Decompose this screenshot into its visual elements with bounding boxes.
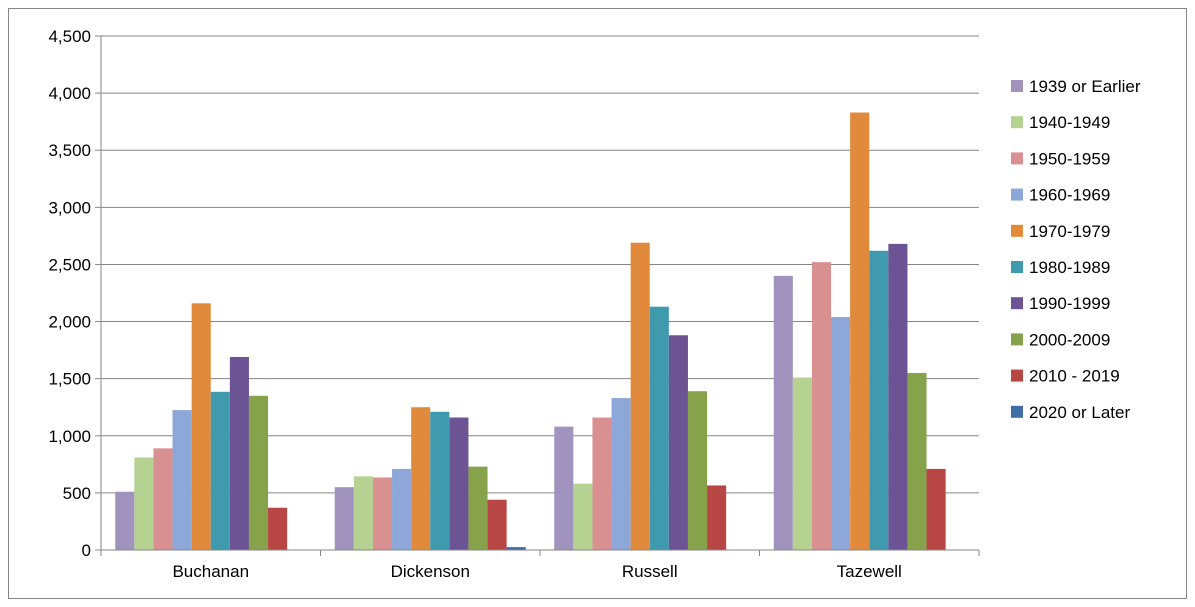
chart-frame: 0 500 1,000 1,500 2,000 2,500 3,000 3,500 4,000 4… — [8, 8, 1187, 599]
legend-label: 2020 or Later — [1029, 403, 1130, 422]
x-tick-label: Dickenson — [391, 562, 470, 581]
bars — [115, 113, 965, 550]
legend-swatch — [1011, 406, 1023, 418]
legend-swatch — [1011, 116, 1023, 128]
bar — [268, 508, 287, 550]
legend: 1939 or Earlier 1940-1949 1950-1959 1960-19… — [1011, 77, 1141, 422]
y-tick-label: 4,000 — [48, 84, 91, 103]
bar — [211, 392, 230, 550]
legend-label: 1939 or Earlier — [1029, 77, 1141, 96]
legend-swatch — [1011, 333, 1023, 345]
y-tick-label: 3,500 — [48, 141, 91, 160]
bar — [554, 427, 573, 550]
bar — [449, 418, 468, 550]
bar — [927, 469, 946, 550]
x-tick-label: Tazewell — [837, 562, 902, 581]
x-tick-label: Buchanan — [172, 562, 249, 581]
bar — [669, 335, 688, 550]
legend-label: 1940-1949 — [1029, 113, 1110, 132]
y-tick-label: 1,000 — [48, 427, 91, 446]
bar — [573, 484, 592, 550]
bar — [793, 378, 812, 550]
legend-label: 1960-1969 — [1029, 186, 1110, 205]
y-tick-label: 4,500 — [48, 27, 91, 46]
bar — [354, 476, 373, 550]
bar — [688, 391, 707, 550]
legend-swatch — [1011, 370, 1023, 382]
legend-swatch — [1011, 152, 1023, 164]
legend-label: 1980-1989 — [1029, 258, 1110, 277]
bar — [411, 407, 430, 550]
y-tick-label: 2,500 — [48, 255, 91, 274]
legend-swatch — [1011, 225, 1023, 237]
legend-swatch — [1011, 189, 1023, 201]
y-tick-label: 500 — [63, 484, 91, 503]
bar — [488, 500, 507, 550]
bar — [850, 113, 869, 550]
chart-svg: 0 500 1,000 1,500 2,000 2,500 3,000 3,500 4,000 4… — [9, 9, 1188, 600]
bar — [335, 487, 354, 550]
bar — [468, 467, 487, 550]
legend-label: 2010 - 2019 — [1029, 367, 1120, 386]
bar — [888, 244, 907, 550]
bar — [812, 262, 831, 550]
y-tick-label: 2,000 — [48, 313, 91, 332]
y-tick-label: 0 — [82, 541, 91, 560]
legend-swatch — [1011, 297, 1023, 309]
legend-label: 2000-2009 — [1029, 330, 1110, 349]
legend-swatch — [1011, 80, 1023, 92]
bar — [192, 303, 211, 550]
bar — [631, 243, 650, 550]
y-tick-label: 3,000 — [48, 198, 91, 217]
bar — [392, 469, 411, 550]
bar — [430, 412, 449, 550]
bar — [774, 276, 793, 550]
legend-swatch — [1011, 261, 1023, 273]
bar — [153, 448, 172, 550]
bar — [612, 398, 631, 550]
bar — [869, 251, 888, 550]
bar — [115, 492, 134, 550]
y-tick-label: 1,500 — [48, 370, 91, 389]
legend-label: 1970-1979 — [1029, 222, 1110, 241]
bar — [373, 477, 392, 550]
bar — [592, 418, 611, 550]
bar — [831, 317, 850, 550]
x-tick-label: Russell — [622, 562, 678, 581]
legend-label: 1990-1999 — [1029, 294, 1110, 313]
bar — [173, 410, 192, 550]
legend-label: 1950-1959 — [1029, 149, 1110, 168]
bar — [249, 396, 268, 550]
bar — [230, 357, 249, 550]
bar — [650, 307, 669, 550]
bar — [134, 457, 153, 550]
bar — [907, 373, 926, 550]
bar — [707, 485, 726, 550]
